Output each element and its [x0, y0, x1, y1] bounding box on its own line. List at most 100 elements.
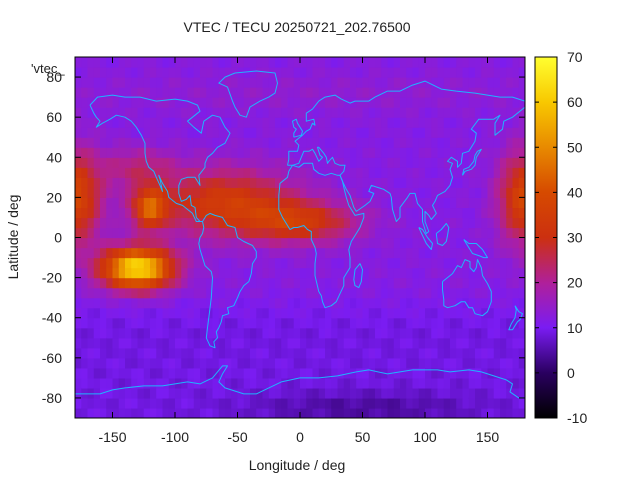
heatmap-cell [362, 227, 370, 239]
heatmap-cell [206, 357, 214, 369]
heatmap-cell [381, 257, 389, 269]
heatmap-cell [481, 57, 489, 68]
heatmap-cell [125, 347, 132, 359]
heatmap-cell [193, 397, 201, 409]
heatmap-cell [518, 227, 525, 239]
heatmap-cell [131, 77, 139, 88]
heatmap-cell [518, 297, 525, 309]
heatmap-cell [231, 117, 239, 128]
heatmap-cell [87, 327, 95, 339]
heatmap-cell [237, 367, 245, 379]
heatmap-cell [387, 187, 395, 198]
heatmap-cell [375, 387, 382, 399]
heatmap-cell [475, 397, 482, 409]
heatmap-cell [475, 257, 482, 269]
heatmap-cell [75, 117, 82, 128]
heatmap-cell [400, 357, 407, 369]
heatmap-cell [181, 117, 189, 128]
heatmap-cell [243, 407, 251, 418]
heatmap-cell [468, 187, 476, 198]
heatmap-cell [487, 157, 495, 168]
heatmap-cell [393, 187, 401, 198]
heatmap-cell [437, 397, 445, 409]
heatmap-cell [350, 247, 357, 259]
heatmap-cell [281, 407, 289, 418]
heatmap-cell [393, 127, 401, 138]
heatmap-cell [100, 167, 107, 178]
heatmap-cell [500, 387, 507, 399]
heatmap-cell [337, 177, 345, 188]
heatmap-cell [362, 127, 370, 138]
heatmap-cell [475, 287, 482, 299]
heatmap-cell [356, 157, 364, 168]
heatmap-cell [456, 377, 464, 389]
heatmap-cell [162, 277, 170, 289]
heatmap-cell [212, 217, 220, 229]
heatmap-cell [187, 377, 195, 389]
heatmap-cell [125, 177, 132, 188]
heatmap-cell [306, 107, 314, 118]
heatmap-cell [193, 117, 201, 128]
heatmap-cell [231, 127, 239, 138]
heatmap-cell [106, 267, 114, 279]
heatmap-cell [500, 87, 507, 98]
heatmap-cell [500, 407, 507, 418]
heatmap-cell [368, 267, 376, 279]
coast-australia [442, 259, 492, 317]
heatmap-cell [475, 187, 482, 198]
heatmap-cell [312, 377, 320, 389]
heatmap-cell [193, 317, 201, 329]
heatmap-cell [87, 307, 95, 319]
heatmap-cell [506, 117, 514, 128]
heatmap-cell [456, 97, 464, 108]
heatmap-cell [143, 377, 151, 389]
heatmap-cell [412, 327, 420, 339]
heatmap-cell [125, 227, 132, 239]
heatmap-cell [287, 347, 295, 359]
heatmap-cell [243, 187, 251, 198]
heatmap-cell [150, 297, 157, 309]
heatmap-cell [237, 207, 245, 219]
heatmap-cell [506, 387, 514, 399]
heatmap-cell [493, 77, 501, 88]
heatmap-cell [250, 117, 257, 128]
heatmap-cell [487, 327, 495, 339]
heatmap-cell [350, 267, 357, 279]
heatmap-cell [331, 107, 339, 118]
heatmap-cell [437, 87, 445, 98]
heatmap-cell [281, 227, 289, 239]
heatmap-cell [356, 317, 364, 329]
heatmap-cell [325, 147, 332, 158]
heatmap-cell [481, 217, 489, 229]
heatmap-cell [350, 257, 357, 269]
heatmap-cell [218, 387, 226, 399]
heatmap-cell [256, 147, 264, 158]
heatmap-cell [356, 307, 364, 319]
heatmap-cell [406, 87, 414, 98]
heatmap-cell [225, 387, 232, 399]
heatmap-cell [225, 317, 232, 329]
heatmap-cell [412, 387, 420, 399]
heatmap-cell [325, 167, 332, 178]
heatmap-cell [468, 377, 476, 389]
heatmap-cell [281, 287, 289, 299]
heatmap-cell [387, 147, 395, 158]
heatmap-cell [418, 247, 426, 259]
heatmap-cell [150, 397, 157, 409]
heatmap-cell [187, 257, 195, 269]
heatmap-cell [518, 327, 525, 339]
heatmap-cell [262, 57, 270, 68]
heatmap-cell [81, 117, 89, 128]
heatmap-cell [93, 337, 101, 349]
heatmap-cell [118, 277, 126, 289]
heatmap-cell [237, 397, 245, 409]
heatmap-cell [112, 137, 120, 148]
heatmap-cell [331, 147, 339, 158]
heatmap-cell [93, 267, 101, 279]
heatmap-cell [231, 167, 239, 178]
heatmap-cell [231, 277, 239, 289]
heatmap-cell [200, 217, 207, 229]
heatmap-cell [218, 167, 226, 178]
heatmap-cell [193, 237, 201, 249]
heatmap-cell [431, 287, 439, 299]
